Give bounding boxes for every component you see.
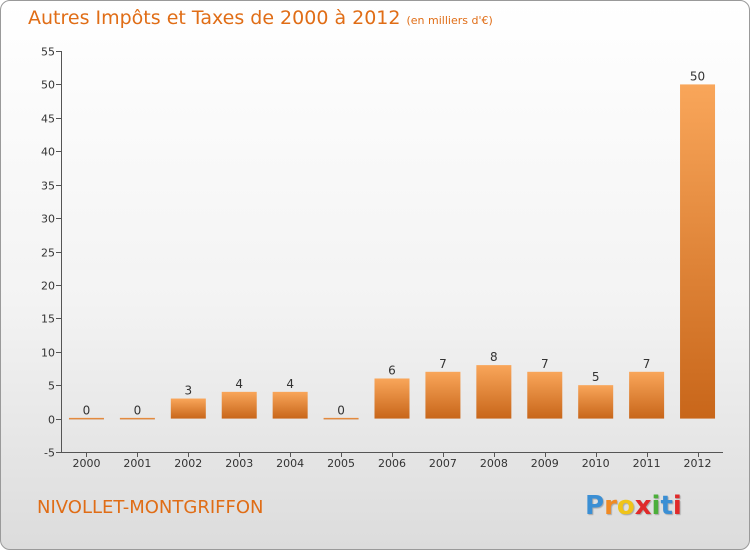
- bar: [425, 371, 461, 419]
- y-tick-label: 5: [48, 380, 55, 393]
- x-tick-label: 2003: [225, 457, 253, 470]
- y-tick-label: -5: [44, 447, 55, 460]
- bar-value-label: 3: [184, 384, 192, 398]
- bar-value-label: 4: [286, 377, 294, 391]
- bar: [323, 417, 359, 420]
- proxiti-logo: Proxiti: [585, 491, 682, 521]
- bar-value-label: 7: [643, 357, 651, 371]
- x-tick-label: 2000: [72, 457, 100, 470]
- y-tick-label: 25: [41, 247, 55, 260]
- bar: [374, 378, 410, 419]
- x-tick-label: 2008: [480, 457, 508, 470]
- y-tick-label: 20: [41, 280, 55, 293]
- x-tick-label: 2009: [531, 457, 559, 470]
- x-tick-label: 2005: [327, 457, 355, 470]
- bar: [476, 365, 512, 419]
- logo-letter: i: [672, 491, 682, 521]
- bar-value-label: 0: [134, 404, 142, 418]
- bar-value-label: 7: [541, 357, 549, 371]
- y-tick-label: 45: [41, 113, 55, 126]
- x-tick-label: 2006: [378, 457, 406, 470]
- bar: [527, 371, 563, 419]
- bar-value-label: 50: [690, 69, 705, 83]
- chart-title-unit: (en milliers d'€): [406, 14, 493, 27]
- x-tick-label: 2012: [684, 457, 712, 470]
- logo-letter: r: [604, 491, 617, 521]
- bar-value-label: 8: [490, 350, 498, 364]
- x-tick-label: 2011: [633, 457, 661, 470]
- bar-value-label: 5: [592, 370, 600, 384]
- bar: [629, 371, 665, 419]
- y-tick-label: 50: [41, 79, 55, 92]
- bar-value-label: 0: [83, 404, 91, 418]
- logo-letter: P: [585, 491, 605, 521]
- y-tick-label: 35: [41, 180, 55, 193]
- bar-value-label: 7: [439, 357, 447, 371]
- logo-letter: i: [651, 491, 661, 521]
- x-tick-label: 2007: [429, 457, 457, 470]
- bar: [119, 417, 155, 420]
- bar: [221, 391, 257, 419]
- y-tick-label: 40: [41, 146, 55, 159]
- y-tick-label: 15: [41, 313, 55, 326]
- logo-letter: o: [616, 491, 635, 521]
- x-tick-label: 2002: [174, 457, 202, 470]
- bar-value-label: 4: [235, 377, 243, 391]
- x-tick-label: 2001: [123, 457, 151, 470]
- x-tick-label: 2004: [276, 457, 304, 470]
- bar: [68, 417, 104, 420]
- bar: [170, 398, 206, 419]
- commune-name: NIVOLLET-MONTGRIFFON: [37, 497, 264, 518]
- x-tick-label: 2010: [582, 457, 610, 470]
- chart-title: Autres Impôts et Taxes de 2000 à 2012 (en…: [28, 7, 493, 29]
- y-tick-label: 0: [48, 414, 55, 427]
- bar: [272, 391, 308, 419]
- bars: [68, 84, 716, 420]
- y-tick-label: 10: [41, 347, 55, 360]
- value-labels: 0 0 3 4 4 0 6 7 8 7 5 7 50: [83, 69, 706, 417]
- bar-value-label: 0: [337, 404, 345, 418]
- y-tick-label: 30: [41, 213, 55, 226]
- bar-value-label: 6: [388, 363, 396, 377]
- bar: [578, 385, 614, 419]
- y-tick-label: 55: [41, 46, 55, 59]
- logo-letter: x: [634, 491, 652, 521]
- chart-title-text: Autres Impôts et Taxes de 2000 à 2012: [28, 7, 401, 29]
- bar: [680, 84, 716, 419]
- logo-letter: t: [660, 491, 673, 521]
